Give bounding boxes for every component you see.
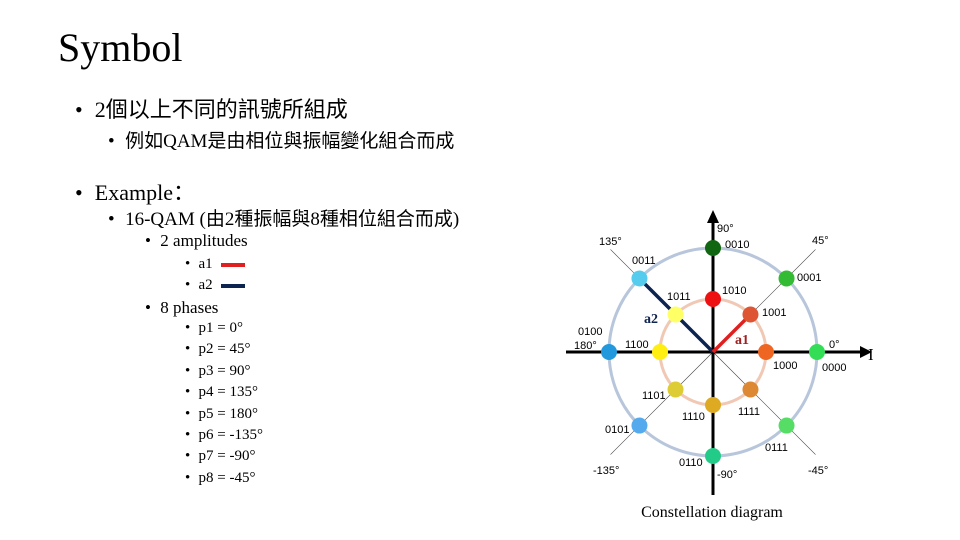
amplitude-label: a1 <box>198 256 213 272</box>
point-code-label: 0000 <box>822 362 846 374</box>
phase-item: • p4 = 135° <box>185 384 258 401</box>
phase-guide-line <box>712 351 816 455</box>
vector-a1-label: a1 <box>735 333 749 348</box>
constellation-point <box>742 381 759 398</box>
bullet-2-sub-text: 16-QAM (由2種振幅與8種相位組合而成) <box>125 209 460 230</box>
constellation-point <box>631 417 648 434</box>
constellation-point <box>809 344 825 360</box>
phase-item: • p6 = -135° <box>185 427 263 443</box>
phase-item: • p2 = 45° <box>185 341 251 358</box>
angle-label: -45° <box>808 465 828 477</box>
bullet-1: • 2個以上不同的訊號所組成 <box>75 97 348 122</box>
amplitude-label: a2 <box>198 277 213 293</box>
amplitudes-heading: • 2 amplitudes <box>145 231 248 250</box>
constellation-point <box>631 270 648 287</box>
q-axis-arrow-icon <box>707 210 719 223</box>
phase-label: p7 = -90° <box>198 448 256 465</box>
angle-label: 90° <box>717 223 734 235</box>
point-code-label: 0001 <box>797 272 821 284</box>
angle-label: -90° <box>717 469 737 481</box>
constellation-point <box>667 306 684 323</box>
i-axis-label: I <box>868 345 874 364</box>
angle-label: 45° <box>812 235 829 247</box>
phase-label: p3 = 90° <box>198 362 251 379</box>
amplitudes-heading-text: 2 amplitudes <box>160 231 248 250</box>
diagram-caption: Constellation diagram <box>641 504 783 521</box>
bullet-2-sub: • 16-QAM (由2種振幅與8種相位組合而成) <box>108 209 460 230</box>
constellation-point <box>705 291 721 307</box>
constellation-point <box>705 240 721 256</box>
i-axis-arrow-icon <box>860 346 872 358</box>
phase-label: p8 = -45° <box>198 469 256 486</box>
amplitude-swatch <box>220 262 245 267</box>
phase-item: • p7 = -90° <box>185 448 256 465</box>
bullet-1-text: 2個以上不同的訊號所組成 <box>94 97 348 122</box>
angle-label: 180° <box>574 340 597 352</box>
constellation-point <box>667 381 684 398</box>
constellation-point <box>758 344 774 360</box>
angle-label: 0° <box>829 339 840 351</box>
phases-heading-text: 8 phases <box>160 298 219 317</box>
amplitude-item: • a1 <box>185 256 245 273</box>
phase-item: • p1 = 0° <box>185 320 243 336</box>
point-code-label: 0101 <box>605 424 629 436</box>
point-code-label: 1100 <box>625 339 649 351</box>
phases-heading: • 8 phases <box>145 298 219 317</box>
slide-title: Symbol <box>58 25 183 70</box>
vector-a1 <box>711 313 752 354</box>
point-code-label: 1001 <box>762 307 786 319</box>
point-code-label: 1101 <box>642 390 666 402</box>
phase-item: • p8 = -45° <box>185 469 256 486</box>
phase-label: p6 = -135° <box>198 427 263 443</box>
constellation-point <box>705 448 721 464</box>
point-code-label: 1110 <box>682 411 705 423</box>
point-code-label: 1010 <box>722 285 746 297</box>
constellation-point <box>742 306 759 323</box>
constellation-point <box>778 417 795 434</box>
constellation-point <box>705 397 721 413</box>
point-code-label: 1111 <box>738 406 760 418</box>
phase-item: • p5 = 180° <box>185 405 258 422</box>
constellation-point <box>601 344 617 360</box>
point-code-label: 0010 <box>725 239 749 251</box>
vector-a2-label: a2 <box>644 312 658 327</box>
point-code-label: 0011 <box>632 255 656 267</box>
phase-label: p5 = 180° <box>198 405 258 422</box>
angle-label: -135° <box>593 465 619 477</box>
angle-label: 135° <box>599 236 622 248</box>
constellation-point <box>652 344 668 360</box>
bullet-1-sub-text: 例如QAM是由相位與振幅變化組合而成 <box>125 131 455 152</box>
bullet-2-text: Example： <box>94 180 195 205</box>
amplitude-item: • a2 <box>185 277 245 294</box>
amplitude-swatch <box>220 283 245 288</box>
point-code-label: 1000 <box>773 360 797 372</box>
point-code-label: 0110 <box>679 457 703 469</box>
phase-guide-line <box>610 351 714 455</box>
phase-item: • p3 = 90° <box>185 362 251 379</box>
phase-label: p4 = 135° <box>198 384 258 401</box>
bullet-2: • Example： <box>75 180 195 205</box>
constellation-point <box>778 270 795 287</box>
point-code-label: 0100 <box>578 326 602 338</box>
phase-label: p2 = 45° <box>198 341 251 358</box>
point-code-label: 0111 <box>765 442 788 454</box>
bullet-1-sub: • 例如QAM是由相位與振幅變化組合而成 <box>108 131 455 152</box>
phase-label: p1 = 0° <box>198 320 243 336</box>
point-code-label: 1011 <box>667 291 691 303</box>
